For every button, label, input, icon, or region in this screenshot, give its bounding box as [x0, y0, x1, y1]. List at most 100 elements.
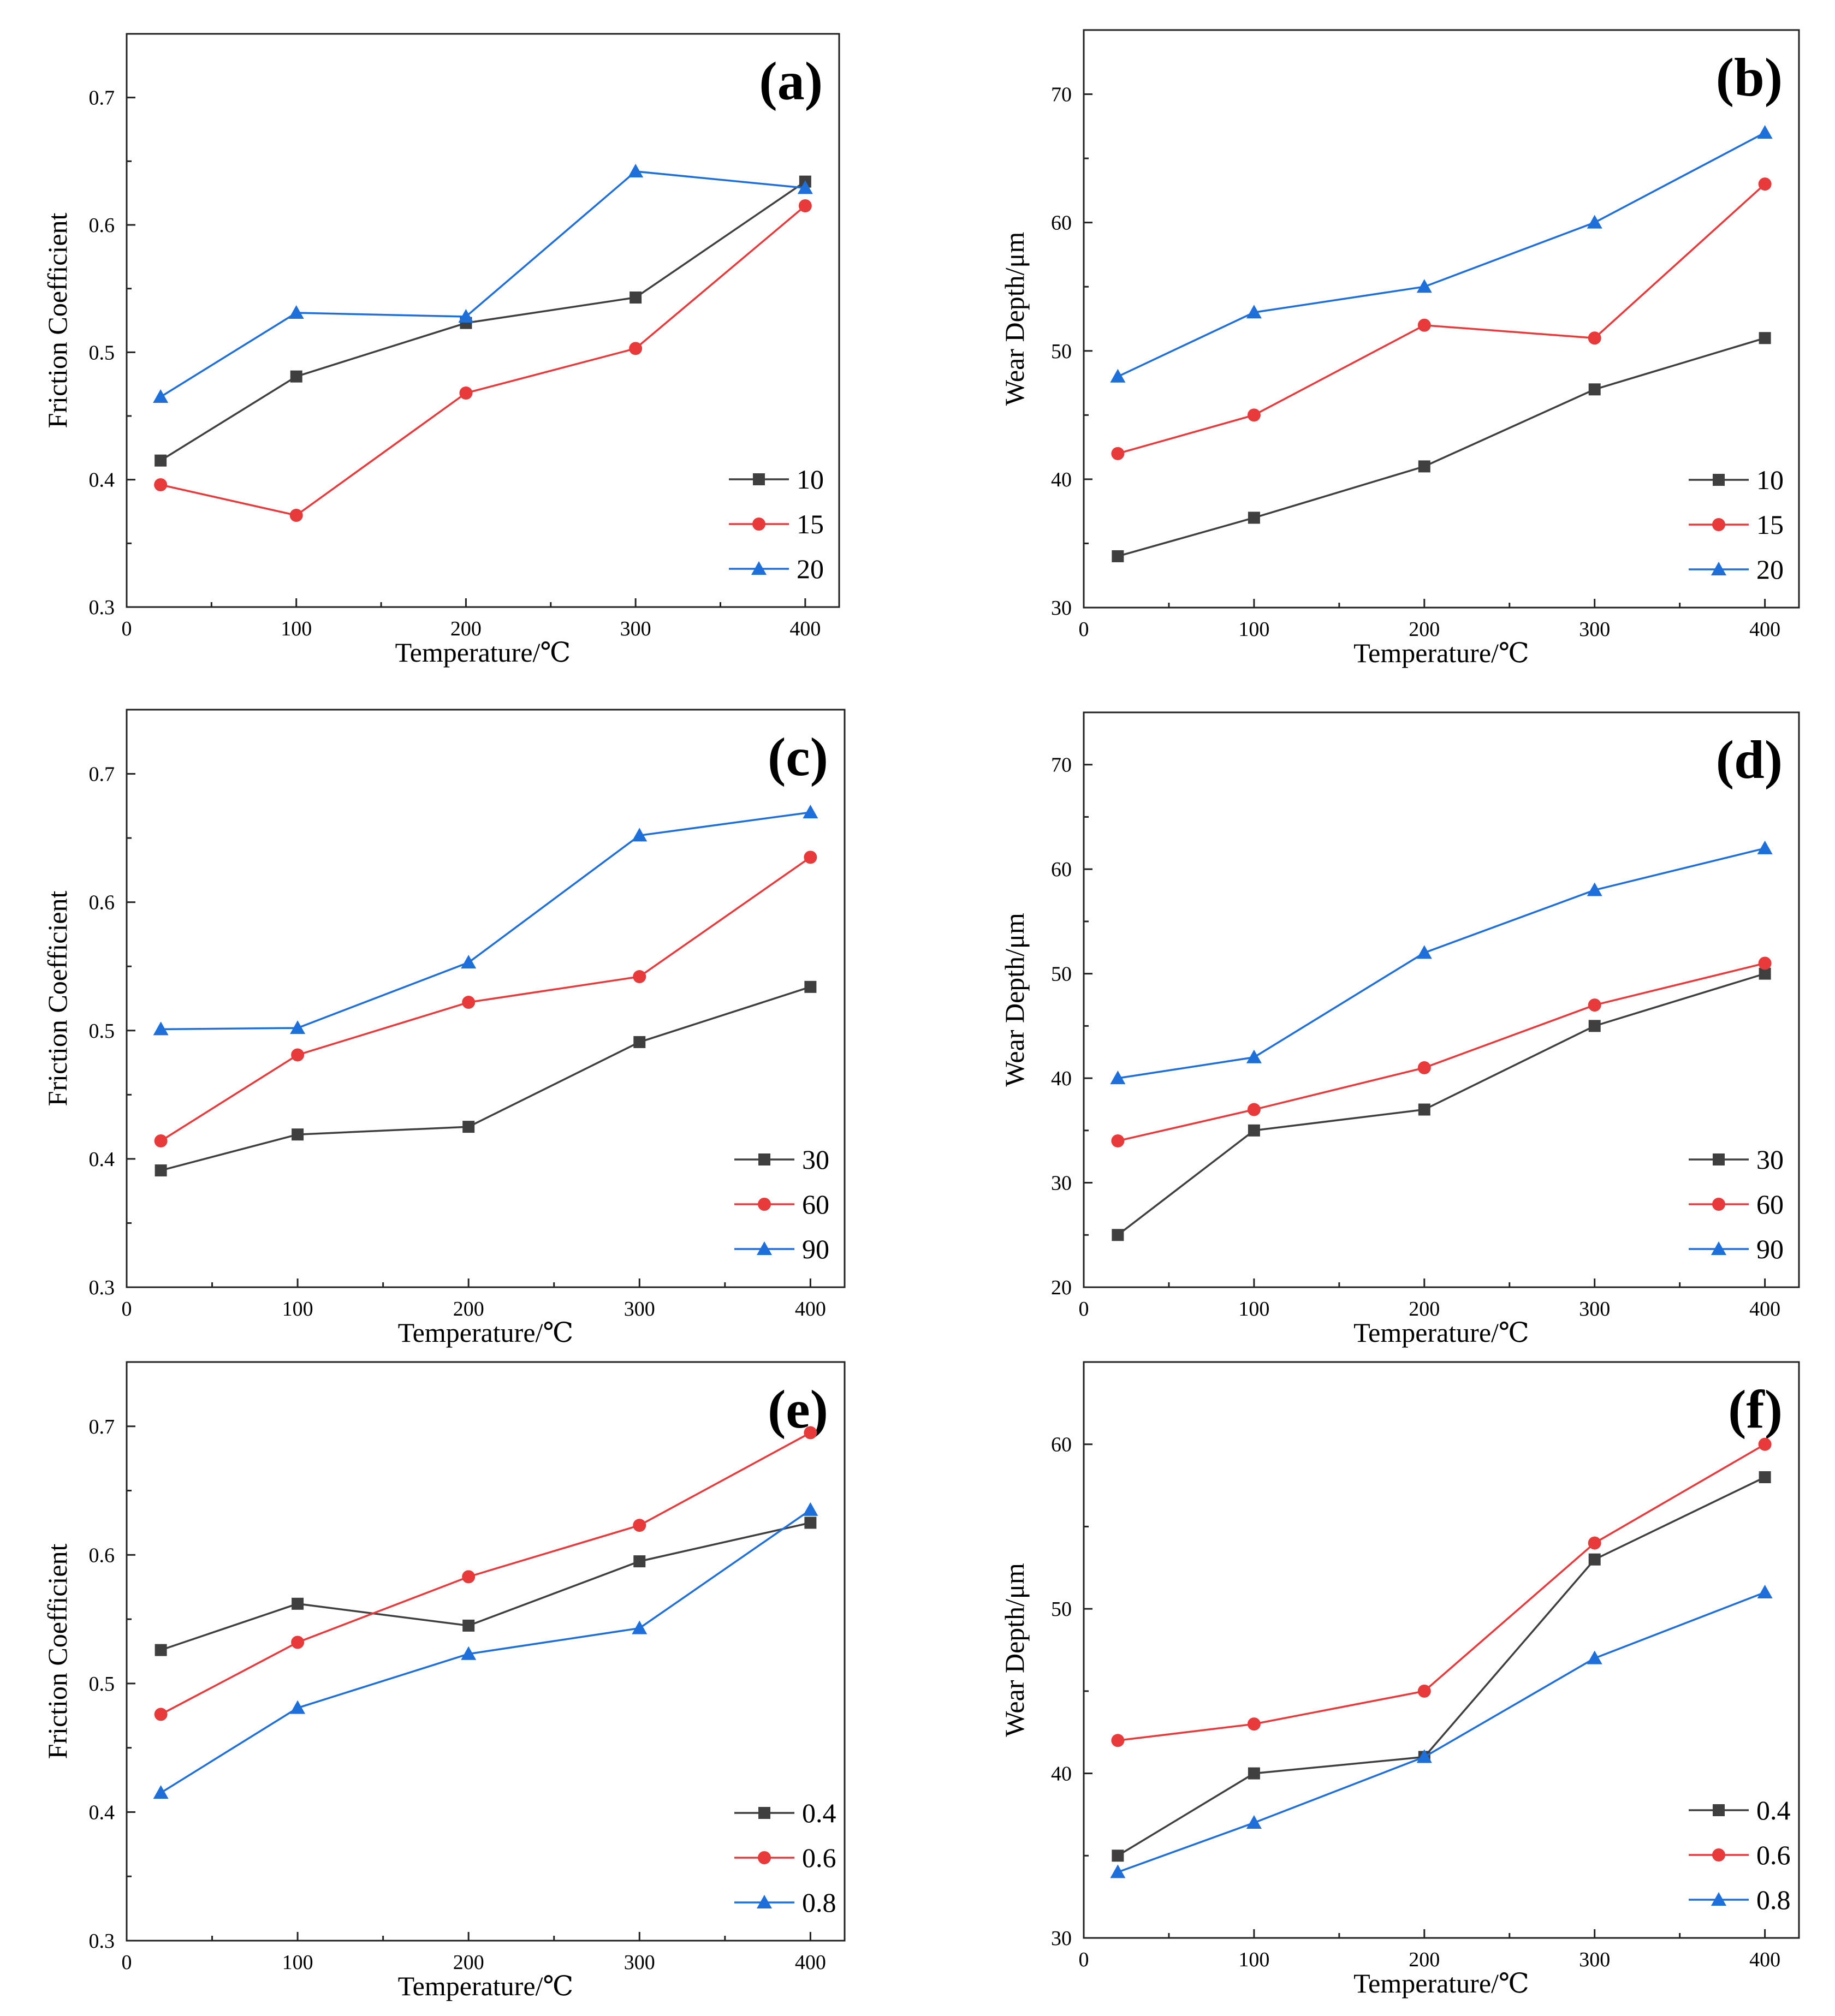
y-tick-label: 60	[1051, 1434, 1072, 1456]
legend: 0.4 0.6 0.8	[734, 1798, 836, 1918]
y-axis-title: Friction Coefficient	[42, 890, 73, 1106]
series-line	[160, 856, 811, 1142]
data-point	[1757, 1585, 1773, 1598]
x-tick-label: 400	[795, 1298, 826, 1321]
data-point	[1248, 1124, 1260, 1137]
series-15	[1111, 177, 1772, 460]
y-tick-label: 60	[1051, 858, 1072, 881]
x-tick-label: 300	[1579, 618, 1610, 641]
y-tick-label: 0.6	[89, 891, 115, 914]
data-point	[1110, 1864, 1126, 1878]
x-tick-label: 300	[620, 617, 651, 640]
data-point	[633, 1555, 646, 1568]
legend-item-0-8: 0.8	[734, 1887, 836, 1918]
y-tick-label: 0.5	[89, 341, 115, 364]
series-line	[160, 1432, 811, 1715]
legend-item-30: 30	[734, 1144, 829, 1175]
legend-item-20: 20	[1689, 554, 1784, 585]
data-point	[153, 1785, 169, 1799]
data-point	[1111, 1734, 1125, 1747]
data-point	[459, 386, 473, 400]
data-point	[1112, 1229, 1124, 1241]
x-axis-title: Temperature/℃	[395, 637, 571, 668]
series-line	[161, 1521, 811, 1651]
data-point	[1587, 1650, 1602, 1664]
plot-frame	[126, 33, 840, 608]
legend-label: 0.4	[802, 1798, 836, 1828]
x-tick-label: 300	[1579, 1948, 1610, 1971]
data-point	[1418, 1103, 1430, 1116]
legend-label: 0.4	[1756, 1795, 1791, 1825]
y-tick-label: 0.4	[89, 469, 115, 492]
x-tick-label: 300	[624, 1298, 655, 1321]
chart-c: 0 100 200 300 400 0.3 0.4 0.5 0.6 0.7 Temperature/…	[42, 709, 846, 1348]
legend-marker	[1713, 1804, 1725, 1816]
series-line	[161, 811, 811, 1031]
data-point	[1588, 1020, 1601, 1032]
y-tick-label: 0.6	[89, 214, 115, 237]
y-tick-label: 0.4	[89, 1148, 115, 1171]
series-0-6	[154, 1426, 817, 1721]
legend-label: 60	[1756, 1189, 1784, 1220]
y-tick-label: 50	[1051, 963, 1072, 986]
x-tick-label: 300	[1579, 1298, 1610, 1321]
data-point	[1417, 1684, 1431, 1698]
data-point	[633, 1036, 646, 1048]
x-tick-label: 0	[122, 1951, 132, 1974]
legend-label: 10	[1756, 465, 1784, 495]
legend-marker	[1711, 1241, 1726, 1255]
legend-label: 0.6	[802, 1842, 836, 1873]
series-line	[1117, 972, 1766, 1236]
legend: 0.4 0.6 0.8	[1689, 1795, 1791, 1915]
y-tick-label: 30	[1051, 1172, 1072, 1195]
y-tick-label: 40	[1051, 1067, 1072, 1090]
x-tick-label: 0	[1079, 1948, 1089, 1971]
x-tick-label: 200	[450, 617, 482, 640]
data-point	[1757, 125, 1773, 139]
x-axis-title: Temperature/℃	[1353, 638, 1529, 668]
series-0-8	[153, 1502, 818, 1799]
y-tick-label: 50	[1051, 1598, 1072, 1621]
chart-e: 0 100 200 300 400 0.3 0.4 0.5 0.6 0.7 Temperature/…	[42, 1361, 846, 2001]
data-point	[803, 1502, 818, 1516]
x-tick-label: 100	[281, 617, 312, 640]
y-tick-label: 0.3	[89, 1276, 115, 1299]
x-tick-label: 0	[1079, 618, 1089, 641]
data-point	[155, 1164, 167, 1177]
x-tick-label: 300	[624, 1951, 655, 1974]
data-point	[804, 851, 817, 864]
plot-frame	[1083, 711, 1800, 1288]
data-point	[290, 1700, 306, 1714]
legend-item-0-8: 0.8	[1689, 1884, 1791, 1915]
series-20	[153, 164, 813, 403]
series-line	[1117, 132, 1766, 378]
data-point	[462, 1619, 475, 1632]
data-point	[1111, 1134, 1125, 1147]
data-point	[1416, 279, 1432, 293]
legend-marker	[1712, 1848, 1725, 1862]
y-tick-label: 70	[1051, 84, 1072, 106]
y-axis-title: Friction Coefficient	[42, 1543, 73, 1759]
data-point	[803, 805, 818, 819]
x-tick-label: 400	[1749, 618, 1780, 641]
data-point	[1246, 305, 1262, 319]
legend-label: 30	[1756, 1144, 1784, 1175]
series-line	[160, 170, 806, 398]
legend-label: 0.8	[1756, 1884, 1791, 1915]
legend: 10 15 20	[1689, 465, 1784, 585]
series-0-4	[155, 1517, 817, 1656]
series-line	[1117, 337, 1766, 557]
legend-label: 15	[1756, 509, 1784, 540]
panel-label: (c)	[768, 727, 828, 787]
legend-label: 30	[802, 1144, 829, 1175]
panel-label: (e)	[768, 1379, 828, 1440]
x-axis-title: Temperature/℃	[1353, 1317, 1529, 1348]
legend-label: 90	[1756, 1234, 1784, 1264]
x-tick-label: 400	[1749, 1298, 1780, 1321]
data-point	[289, 509, 303, 522]
data-point	[1588, 1553, 1601, 1566]
chart-d: 0 100 200 300 400 20 30 40 50 60 70 Temperature/℃ We…	[999, 711, 1800, 1348]
y-tick-label: 0.7	[89, 87, 115, 110]
data-point	[1112, 1850, 1124, 1862]
legend-item-0-4: 0.4	[734, 1798, 836, 1828]
